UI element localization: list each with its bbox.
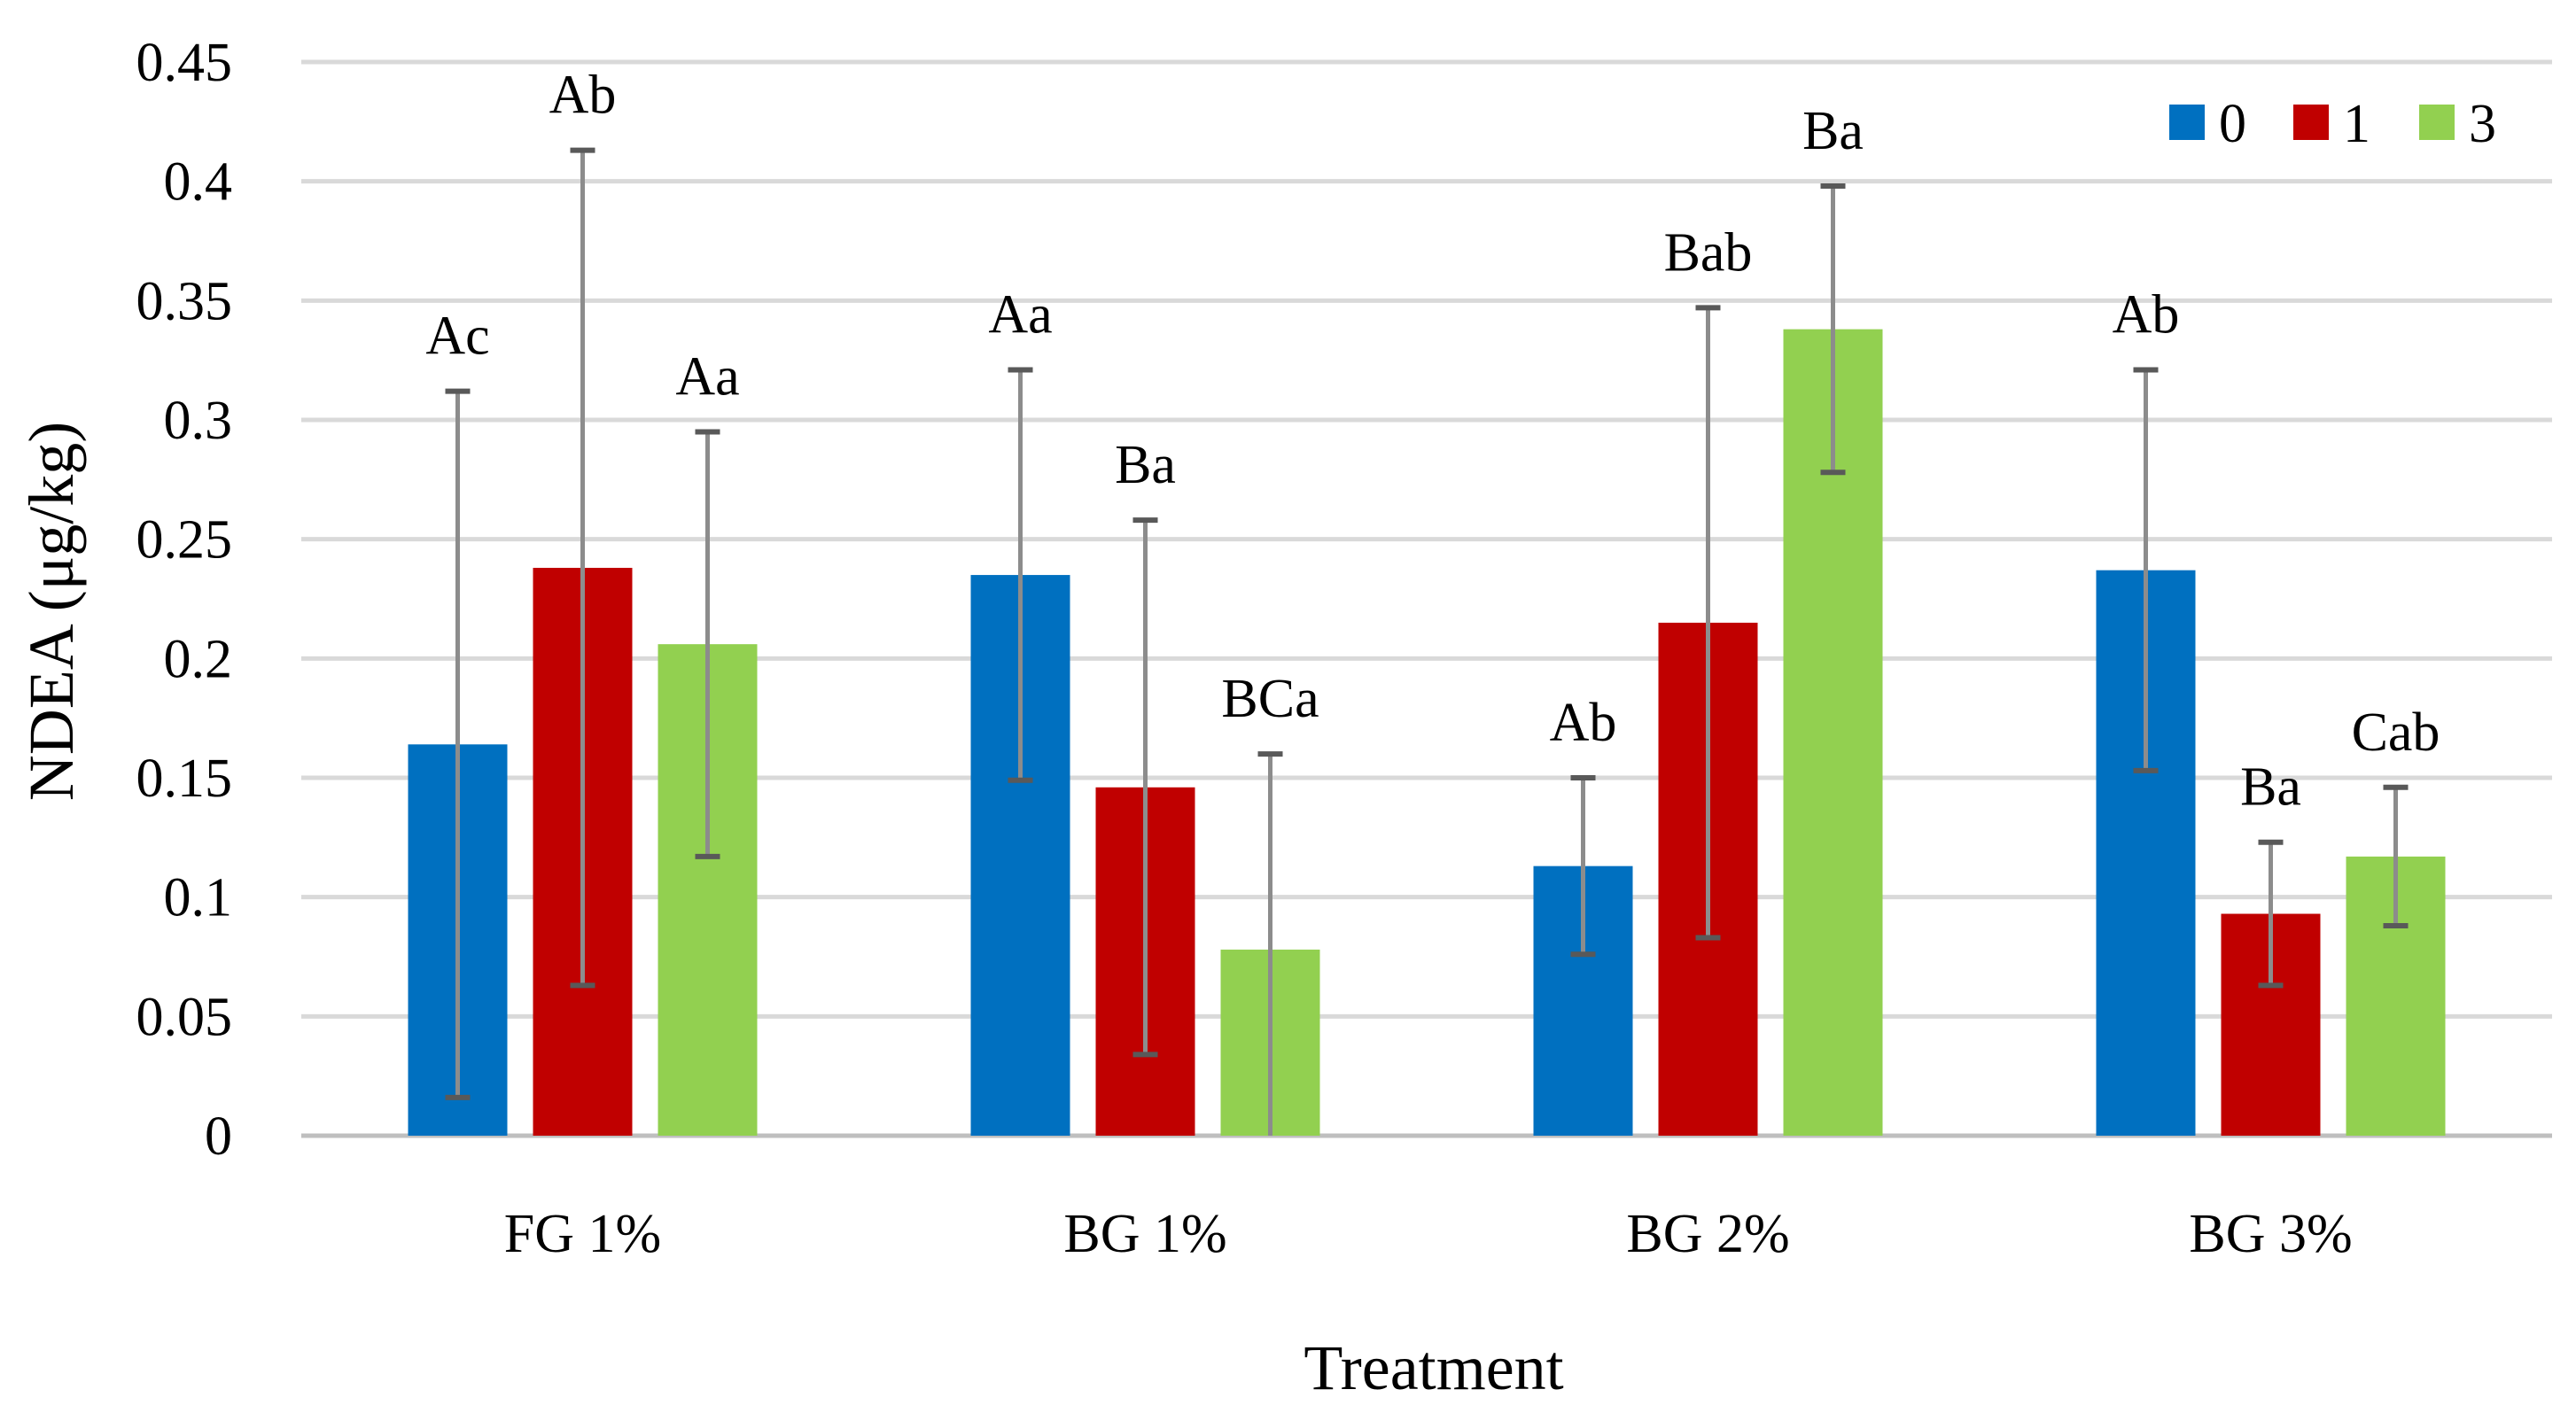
legend-swatch-1 xyxy=(2293,105,2329,140)
data-label: BCa xyxy=(1221,669,1319,729)
y-tick-label: 0.35 xyxy=(136,271,233,331)
legend-swatch-3 xyxy=(2419,105,2455,140)
data-label: Cab xyxy=(2352,702,2440,763)
gridlines xyxy=(301,59,2552,1138)
y-tick-label: 0.2 xyxy=(164,629,233,689)
data-label: Ba xyxy=(1115,435,1176,495)
legend-label-0: 0 xyxy=(2219,94,2246,154)
y-tick-label: 0.1 xyxy=(164,868,233,928)
x-axis-ticks: FG 1% BG 1% BG 2% BG 3% xyxy=(504,1204,2353,1264)
error-bars xyxy=(445,147,2409,1136)
data-label: Aa xyxy=(675,346,739,407)
legend-swatch-0 xyxy=(2169,105,2205,140)
x-tick-label: BG 1% xyxy=(1063,1204,1226,1264)
data-label: Ba xyxy=(2240,757,2301,818)
data-label: Ab xyxy=(549,66,617,126)
legend: 0 1 3 xyxy=(2169,94,2496,154)
y-axis-title: NDEA (μg/kg) xyxy=(16,422,87,802)
data-label: Ac xyxy=(425,307,489,367)
y-tick-label: 0.45 xyxy=(136,33,233,93)
legend-label-1: 1 xyxy=(2343,94,2370,154)
legend-label-3: 3 xyxy=(2469,94,2496,154)
data-label: Ab xyxy=(2113,284,2180,345)
y-tick-label: 0.25 xyxy=(136,510,233,571)
y-axis-ticks: 0 0.05 0.1 0.15 0.2 0.25 0.3 0.35 0.4 0.45 xyxy=(136,33,233,1167)
y-tick-label: 0.05 xyxy=(136,987,233,1047)
x-tick-label: BG 3% xyxy=(2189,1204,2352,1264)
y-tick-label: 0 xyxy=(205,1106,232,1167)
y-tick-label: 0.4 xyxy=(164,152,233,213)
data-labels: Ac Ab Aa Aa Ba BCa Ab Bab Ba Ab Ba Cab xyxy=(425,66,2440,818)
x-axis-title: Treatment xyxy=(1304,1332,1563,1403)
data-label: Ab xyxy=(1550,693,1617,753)
data-label: Bab xyxy=(1664,222,1753,283)
x-tick-label: FG 1% xyxy=(504,1204,661,1264)
y-tick-label: 0.15 xyxy=(136,749,233,809)
x-tick-label: BG 2% xyxy=(1626,1204,1789,1264)
y-tick-label: 0.3 xyxy=(164,391,233,451)
data-label: Aa xyxy=(988,284,1052,345)
data-label: Ba xyxy=(1802,101,1864,161)
